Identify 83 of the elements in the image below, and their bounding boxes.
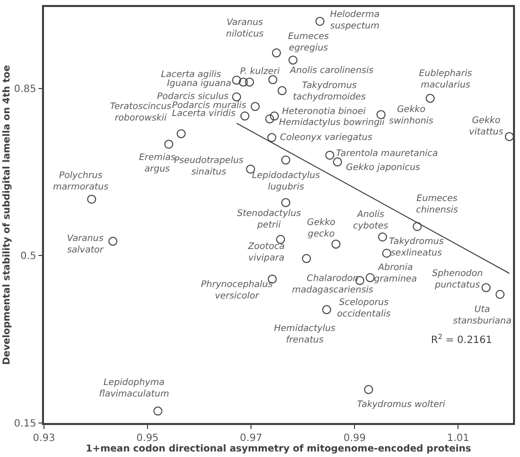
point [272,48,281,58]
annotation: Gekko swinhonis [389,105,434,127]
annotation: Heloderma suspectum [330,10,380,32]
point [245,78,254,87]
y-axis-title: Developmental stability of subdigital lamella on 4th toe [2,65,13,365]
annotation: Eumeces egregius [288,32,330,54]
annotation: R$^{2}$ = 0.2161 [431,333,492,346]
point [496,290,505,299]
annotation: Zootoca vivipara [247,242,285,264]
annotation: Lepidophyma flavimaculatum [99,378,170,400]
x-tick-label: 0.97 [240,432,262,444]
annotation: Lepidodactylus lugubris [252,171,320,193]
x-tick-label: 1.01 [446,432,470,444]
annotation: Gekko japonicus [346,163,420,173]
annotation: Phrynocephalus versicolor [201,280,273,302]
annotation: Lacerta viridis [172,109,236,119]
annotation: Hemidactylus frenatus [274,324,336,346]
point [87,194,96,204]
point [412,222,422,231]
x-axis-title: 1+mean codon directional asymmetry of mitogenome-encoded proteins [86,444,472,455]
annotation: Eublepharis macularius [419,69,472,91]
point [364,385,374,394]
point [153,406,162,416]
annotation: Pseudotrapelus sinaitus [174,156,244,178]
point [278,86,287,96]
point [240,112,250,121]
point [331,240,340,249]
annotation: Takydromus sexlineatus [389,237,444,259]
annotation: Lacerta agilis [161,70,222,80]
point [265,114,274,124]
annotation: Iguana iguana [167,79,232,89]
annotation: Sceloporus occidentalis [337,298,391,320]
point [281,198,290,208]
annotation: Teratoscincus roborowskii [110,102,172,124]
x-tick-label: 0.99 [343,432,366,444]
annotation: Coleonyx variegatus [280,133,373,143]
point [238,78,248,87]
point [378,232,388,242]
point [382,248,392,258]
point [322,305,332,314]
point [270,112,279,121]
annotation: Polychrus marmoratus [53,171,109,193]
point [267,133,276,142]
y-tick-label: 0.15 [14,418,36,430]
x-tick-label: 0.95 [136,432,159,444]
annotation: Hemidactylus bowringii [279,118,386,128]
annotation: Eumeces chinensis [416,194,458,216]
point [176,129,186,138]
annotation: Anolis carolinensis [289,66,374,76]
point [325,150,334,160]
point [281,156,290,165]
point [366,273,375,282]
annotation: Anolis cybotes [353,210,389,232]
annotation: Varanus salvator [67,234,105,256]
point [302,254,311,264]
point [426,94,435,103]
point [504,132,513,142]
point [315,16,324,26]
point [108,236,118,246]
point [268,75,278,84]
annotation: Takydromus tachydromoides [293,81,366,103]
point [333,157,342,166]
annotation: Sphenodon punctatus [432,269,484,291]
x-tick-label: 0.93 [32,432,56,444]
annotation: Stenodactylus petrii [237,209,302,231]
point [288,56,298,65]
annotation: Gekko vitattus [469,116,504,138]
point [482,283,491,292]
annotation: Uta stansburiana [453,305,512,327]
point [232,76,242,85]
annotation: Gekko gecko [307,218,336,240]
annotation: Takydromus wolteri [357,400,446,410]
annotation: Abronia graminea [374,263,417,285]
annotation: Podarcis siculus [157,92,229,102]
point [164,140,174,149]
point [250,102,260,111]
annotation: Varanus niloticus [226,18,264,40]
annotation: P. kulzeri [240,67,280,77]
y-tick-label: 0.5 [20,251,36,262]
annotation: Tarentola mauretanica [336,149,438,159]
annotation: Heteronotia binoei [282,107,366,117]
y-tick-label: 0.85 [14,84,36,95]
point [232,92,242,102]
